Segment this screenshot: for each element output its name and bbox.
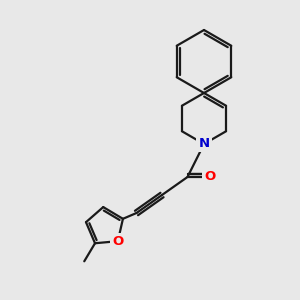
Text: N: N (198, 137, 210, 151)
Text: O: O (204, 170, 216, 184)
Text: O: O (112, 235, 124, 248)
